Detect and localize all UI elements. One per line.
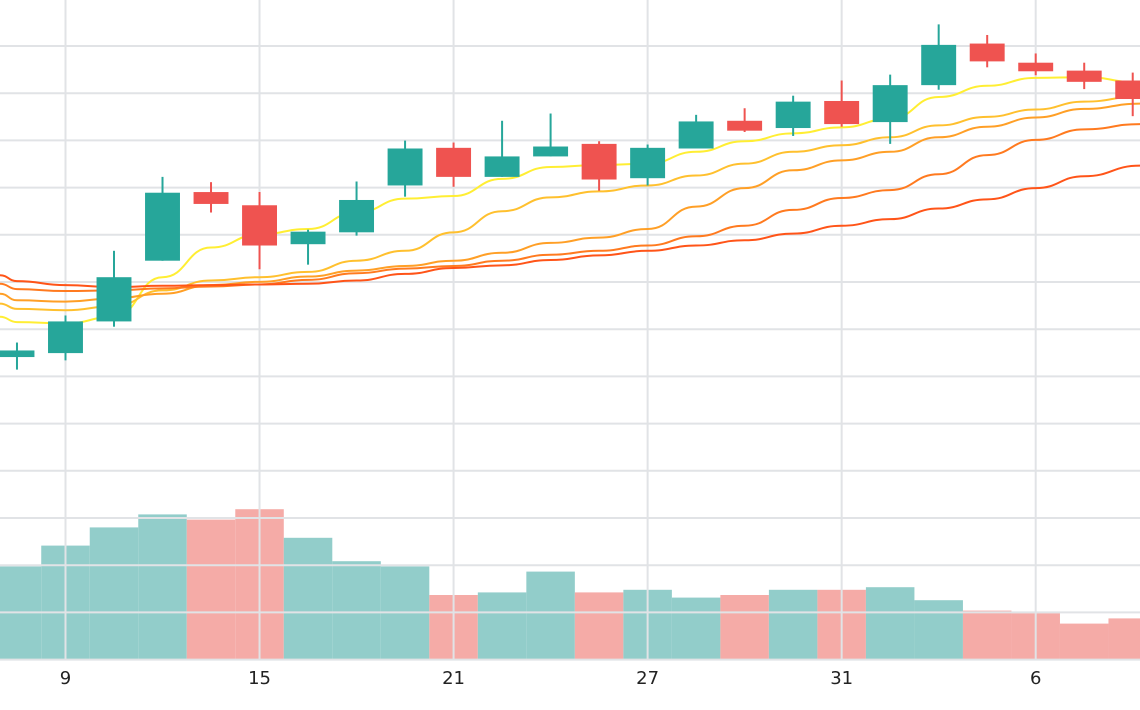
volume-bar-8 (332, 561, 381, 660)
volume-bar-19 (865, 587, 915, 660)
grid-lines (0, 0, 1140, 661)
volume-bar-7 (283, 537, 333, 660)
volume-bar-13 (574, 592, 624, 660)
candle-body (824, 100, 860, 125)
candle-body (581, 143, 617, 180)
candle-24 (1115, 72, 1140, 117)
candle-18 (824, 80, 860, 127)
volume-bar-21 (962, 610, 1012, 660)
candle-9 (387, 140, 423, 197)
volume-bar-11 (477, 592, 527, 660)
candle-8 (339, 181, 375, 236)
candle-11 (484, 120, 520, 177)
candle-body (290, 231, 326, 245)
volume-bar-20 (914, 600, 963, 660)
volume-bar-16 (720, 595, 769, 660)
volume-bars (0, 509, 1140, 660)
volume-bar-15 (671, 597, 721, 660)
candle-20 (921, 24, 957, 90)
moving-average-lines (0, 76, 1140, 325)
x-tick-label: 6 (1030, 668, 1041, 689)
candle-23 (1066, 62, 1102, 90)
x-axis-ticks: 9 15 21 27 31 6 (60, 668, 1042, 689)
candle-body (242, 205, 277, 246)
x-tick-label: 9 (60, 668, 71, 689)
candle-12 (533, 113, 569, 157)
candle-body (872, 85, 908, 123)
candle-14 (630, 144, 666, 186)
candle-body (678, 121, 714, 149)
candle-19 (872, 74, 908, 144)
volume-bar-24 (1108, 618, 1140, 660)
candle-3 (96, 250, 132, 327)
candle-body (387, 148, 423, 186)
volume-bar-17 (768, 589, 818, 660)
candle-4 (145, 176, 180, 261)
candle-body (969, 43, 1005, 62)
candle-5 (193, 182, 229, 213)
candle-body (630, 147, 666, 179)
candle-body (145, 192, 180, 261)
candle-body (775, 101, 811, 129)
x-tick-label: 31 (830, 668, 853, 689)
candle-body (48, 321, 83, 354)
candle-16 (727, 108, 763, 132)
x-tick-label: 27 (636, 668, 659, 689)
moving-average-line-3 (0, 102, 1140, 303)
x-tick-label: 21 (442, 668, 465, 689)
moving-average-line-1 (0, 76, 1140, 325)
x-tick-label: 15 (248, 668, 271, 689)
moving-average-line-2 (0, 95, 1140, 312)
candle-body (0, 350, 35, 358)
volume-bar-23 (1059, 623, 1109, 660)
candle-body (339, 199, 375, 233)
candle-2 (48, 315, 83, 361)
candle-22 (1018, 53, 1054, 76)
candle-body (727, 120, 763, 131)
volume-bar-3 (89, 527, 139, 660)
candle-13 (581, 141, 617, 191)
candle-body (533, 146, 569, 157)
candle-body (1115, 80, 1140, 99)
volume-bar-4 (138, 514, 187, 660)
candle-15 (678, 114, 714, 149)
moving-average-line-4 (0, 123, 1140, 293)
candle-body (484, 156, 520, 177)
candle-7 (290, 229, 326, 265)
candle-body (193, 192, 229, 204)
moving-average-line-5 (0, 164, 1140, 289)
candle-body (1066, 70, 1102, 82)
candle-17 (775, 95, 811, 136)
volume-bar-5 (186, 519, 236, 660)
candle-body (96, 277, 132, 322)
candle-6 (242, 192, 277, 270)
candle-body (921, 44, 957, 86)
candle-10 (436, 142, 472, 187)
candle-21 (969, 34, 1005, 68)
candle-body (436, 147, 472, 177)
candle-body (1018, 62, 1054, 72)
candles (0, 24, 1140, 370)
candle-1 (0, 342, 35, 370)
volume-bar-12 (526, 571, 575, 660)
